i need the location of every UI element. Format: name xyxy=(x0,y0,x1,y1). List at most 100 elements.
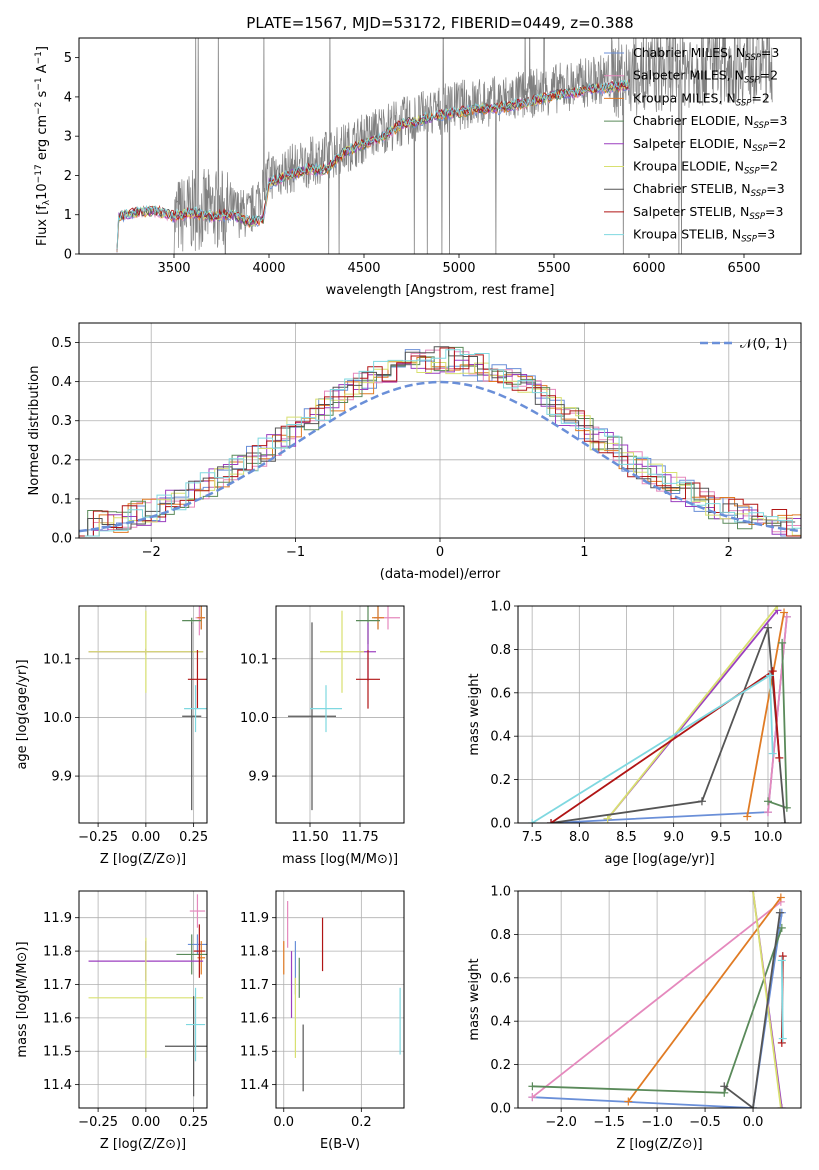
y-tick-label: 0.8 xyxy=(490,928,511,943)
x-tick-label: 11.75 xyxy=(341,830,378,845)
y-tick-label: 11.9 xyxy=(43,911,72,926)
legend-text: Salpeter STELIB, N xyxy=(633,204,749,219)
y-tick-label: 0.2 xyxy=(490,773,511,788)
axes-frame xyxy=(517,605,802,824)
y-tick-label: 1.0 xyxy=(490,885,511,900)
legend-label-KroupaELODIE: Kroupa ELODIE, NSSP=2 xyxy=(633,159,778,177)
y-tick-label: 0.6 xyxy=(490,686,511,701)
y-axis-label-part: 10 xyxy=(35,183,50,200)
axes-age_vs_mass: 11.50 11.75 9.9 10.0 10.1 mass [log(M/M⊙)] xyxy=(240,605,405,867)
x-tick-label: 0 xyxy=(436,545,444,560)
legend-subscript: SSP xyxy=(741,235,757,245)
x-tick-label: 10.0 xyxy=(754,830,783,845)
x-axis-label: E(B-V) xyxy=(320,1137,360,1152)
legend-tail: =2 xyxy=(768,136,786,151)
y-axis-label: age [log(age/yr)] xyxy=(15,659,30,769)
histogram-KroupaMILES xyxy=(84,357,801,537)
legend-text: Chabrier MILES, N xyxy=(633,45,745,60)
y-tick-label: 9.9 xyxy=(248,770,269,785)
y-tick-label: 11.7 xyxy=(43,978,72,993)
weight-line-KroupaSTELIB xyxy=(780,960,784,1039)
y-tick-label: 11.4 xyxy=(43,1078,72,1093)
weight-line-KroupaELODIE xyxy=(606,606,779,820)
x-tick-label: 0.00 xyxy=(131,1115,160,1130)
legend-text: Chabrier STELIB, N xyxy=(633,181,751,196)
axes-mass_vs_ebv: 0.0 0.2 11.4 11.5 11.6 11.7 11.8 11.9 E(B-V) xyxy=(240,890,405,1152)
legend-tail: =3 xyxy=(757,227,775,242)
legend-tail: =2 xyxy=(751,90,769,105)
axes-weight_vs_Z: −2.0 −1.5 −1.0 −0.5 0.0 0.0 0.2 0.4 0.6 0.8 1.0 Z [… xyxy=(467,885,802,1152)
legend-tail: =3 xyxy=(765,204,783,219)
model-spectrum-SalpeterSTELIB xyxy=(116,79,630,250)
x-axis-label: Z [log(Z/Z⊙)] xyxy=(616,1137,702,1152)
x-axis-label: mass [log(M/M⊙)] xyxy=(282,852,398,867)
weight-line-ChabrierSTELIB xyxy=(550,627,786,823)
x-tick-label: −1.0 xyxy=(641,1115,673,1130)
x-tick-label: 2 xyxy=(725,545,733,560)
x-axis-label: (data-model)/error xyxy=(380,567,501,582)
y-tick-label: 0.4 xyxy=(490,1015,511,1030)
x-tick-label: −2.0 xyxy=(545,1115,577,1130)
legend-subscript: SSP xyxy=(751,189,767,199)
y-tick-label: 10.1 xyxy=(240,652,269,667)
observed-spectrum-line xyxy=(173,38,773,254)
y-tick-label: 0.4 xyxy=(51,375,72,390)
y-tick-label: 0.2 xyxy=(490,1058,511,1073)
y-axis-label-part: ] xyxy=(35,46,50,51)
y-tick-label: 0 xyxy=(64,248,72,263)
axes-age_vs_Z: −0.25 0.00 0.25 9.9 10.0 10.1 Z [log(Z/Z⊙)] age… xyxy=(15,605,208,867)
y-axis-label-part: Flux [f xyxy=(35,205,50,246)
axes-frame xyxy=(517,890,802,1109)
x-tick-label: 9.0 xyxy=(663,830,684,845)
model-spectrum-KroupaSTELIB xyxy=(116,79,630,250)
y-tick-label: 0.4 xyxy=(490,730,511,745)
normal-distribution-curve xyxy=(79,380,801,533)
errorbar-data xyxy=(283,901,401,1092)
y-tick-label: 10.0 xyxy=(240,711,269,726)
y-tick-label: 11.5 xyxy=(43,1045,72,1060)
errorbar-data xyxy=(288,606,400,811)
legend-text: Chabrier ELODIE, N xyxy=(633,113,753,128)
x-tick-label: −2 xyxy=(142,545,161,560)
legend-tail: =2 xyxy=(760,68,778,83)
y-tick-label: 4 xyxy=(64,90,72,105)
axes-residuals: −2 −1 0 1 2 0.0 0.1 0.2 0.3 0.4 0.5 (data-model)/er… xyxy=(27,322,802,582)
axes-mass_vs_Z: −0.25 0.00 0.25 11.4 11.5 11.6 11.7 11.8 11.9 Z [… xyxy=(15,890,208,1152)
x-tick-label: 0.25 xyxy=(179,1115,208,1130)
legend-label-ChabrierMILES: Chabrier MILES, NSSP=3 xyxy=(633,45,779,63)
legend-label-gauss: 𝒩(0, 1) xyxy=(740,337,787,352)
x-tick-label: 8.0 xyxy=(569,830,590,845)
x-tick-label: 1 xyxy=(580,545,588,560)
legend-label-SalpeterMILES: Salpeter MILES, NSSP=2 xyxy=(633,68,778,86)
y-tick-label: 0.0 xyxy=(51,532,72,547)
legend-subscript: SSP xyxy=(745,53,761,63)
histogram-data xyxy=(79,346,801,537)
legend-label-KroupaMILES: Kroupa MILES, NSSP=2 xyxy=(633,90,770,108)
y-tick-label: 11.8 xyxy=(43,945,72,960)
y-axis-label: mass [log(M/M⊙)] xyxy=(15,941,30,1057)
legend-subscript: SSP xyxy=(744,167,760,177)
axes-frame xyxy=(275,890,405,1109)
legend-subscript: SSP xyxy=(753,121,769,131)
weight-data xyxy=(528,606,791,823)
x-tick-label: −0.25 xyxy=(78,830,118,845)
chart-layer: 3500 4000 4500 5000 5500 6000 6500 0 1 2 3 4 5 wavele… xyxy=(15,37,802,1152)
x-tick-label: 5000 xyxy=(442,261,475,276)
y-tick-label: 0.6 xyxy=(490,971,511,986)
weight-line-ChabrierMILES xyxy=(532,912,783,1108)
y-tick-label: 11.8 xyxy=(240,945,269,960)
legend-label-ChabrierSTELIB: Chabrier STELIB, NSSP=3 xyxy=(633,181,785,199)
y-tick-label: 10.1 xyxy=(43,652,72,667)
histogram-KroupaSTELIB xyxy=(84,349,801,537)
y-tick-label: 0.8 xyxy=(490,643,511,658)
x-axis-label: age [log(age/yr)] xyxy=(604,852,714,867)
x-tick-label: 4500 xyxy=(347,261,380,276)
figure-title: PLATE=1567, MJD=53172, FIBERID=0449, z=0… xyxy=(246,14,633,32)
y-axis-label-part: −17 xyxy=(34,164,44,183)
y-axis-label: Flux [fλ10−17 erg cm−2 s−1 A−1] xyxy=(34,46,52,246)
axes-frame xyxy=(78,37,802,255)
axes-frame xyxy=(78,322,802,539)
x-tick-label: 7.5 xyxy=(522,830,543,845)
y-axis-label-part: −1 xyxy=(34,77,44,90)
